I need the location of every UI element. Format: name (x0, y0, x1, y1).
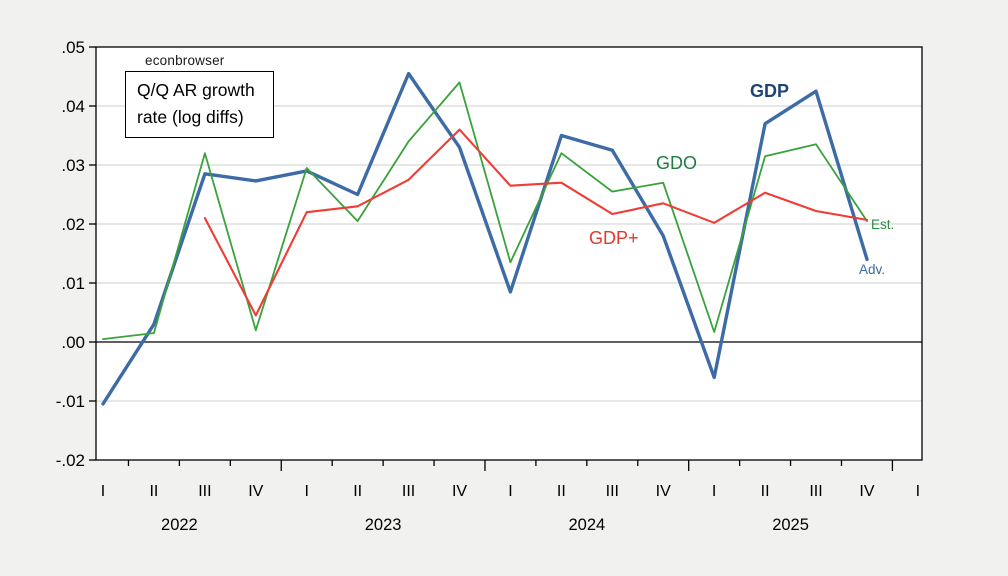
y-tick-label: .02 (61, 215, 85, 234)
x-year-label: 2023 (365, 516, 402, 534)
x-quarter-label: III (606, 483, 619, 500)
x-quarter-label: I (508, 483, 512, 500)
x-quarter-label: I (101, 483, 105, 500)
chart-title-line1: Q/Q AR growth (137, 80, 255, 100)
gdo-line (102, 81, 868, 341)
y-tick-label: .03 (61, 156, 85, 175)
x-quarter-label: IV (859, 483, 874, 500)
chart-title-box: Q/Q AR growth rate (log diffs) (125, 71, 274, 139)
x-quarter-label: IV (452, 483, 467, 500)
x-quarter-label: IV (248, 483, 263, 500)
series-label-gdo: GDO (656, 153, 698, 173)
series-label-gdp: GDP (750, 81, 790, 101)
x-quarter-label: III (809, 483, 822, 500)
endpoint-label-est: Est. (871, 217, 895, 232)
y-tick-label: .00 (61, 333, 85, 352)
x-quarter-label: IV (656, 483, 671, 500)
x-quarter-label: III (402, 483, 415, 500)
y-tick-label: .05 (61, 38, 85, 57)
watermark-econbrowser: econbrowser (145, 53, 225, 68)
y-tick-label: -.02 (56, 451, 85, 470)
x-year-label: 2022 (161, 516, 198, 534)
y-tick-label: -.01 (56, 392, 85, 411)
gdp-line (101, 71, 869, 406)
x-quarter-label: II (149, 483, 158, 500)
gdp-plus-line (203, 128, 869, 317)
endpoint-label-adv: Adv. (859, 262, 886, 277)
x-quarter-label: I (712, 483, 716, 500)
x-quarter-label: I (916, 483, 920, 500)
x-quarter-label: II (353, 483, 362, 500)
x-quarter-label: III (198, 483, 211, 500)
series-label-gdp-plus: GDP+ (589, 228, 639, 248)
x-quarter-label: II (761, 483, 770, 500)
x-year-label: 2024 (568, 516, 605, 534)
x-quarter-label: II (557, 483, 566, 500)
chart-title-line2: rate (log diffs) (137, 106, 244, 127)
y-tick-label: .04 (61, 97, 85, 116)
x-year-label: 2025 (772, 516, 809, 534)
x-quarter-label: I (304, 483, 308, 500)
plot-frame (95, 46, 923, 461)
y-tick-label: .01 (61, 274, 85, 293)
